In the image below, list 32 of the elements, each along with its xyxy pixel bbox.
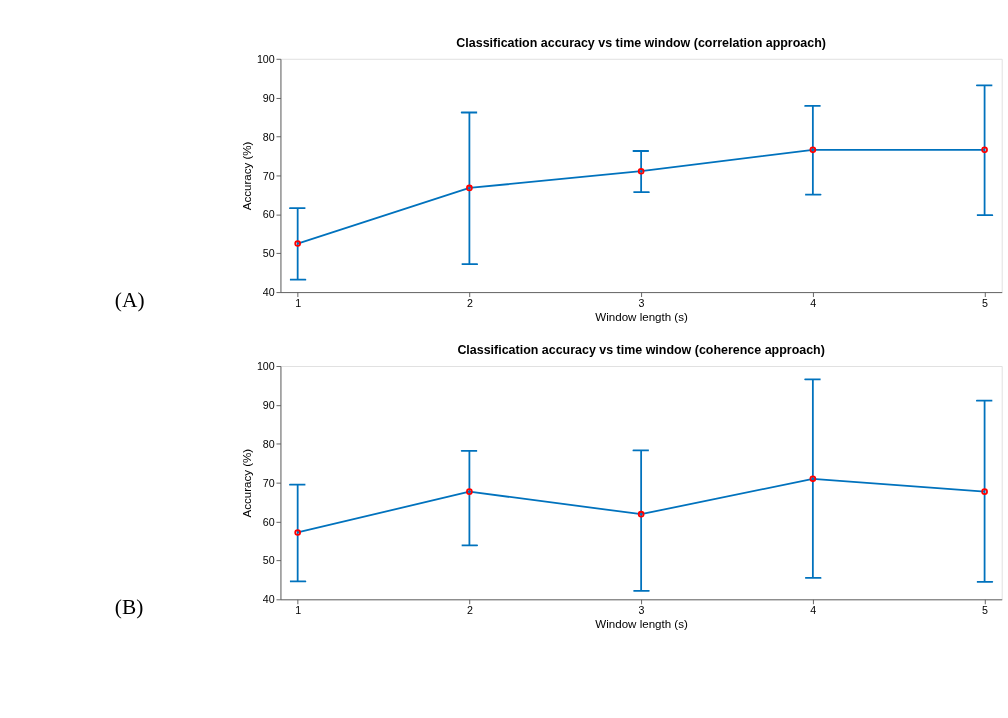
x-tick-label: 2 [466,296,473,309]
y-tick-label: 50 [262,247,275,260]
y-tick-label: 40 [262,593,275,606]
y-tick-label: 80 [262,130,275,143]
x-axis-title: Window length (s) [595,618,688,631]
y-tick-label: 70 [262,476,275,489]
y-tick-label: 60 [262,208,275,221]
chart-title: Classification accuracy vs time window (correlation approach) [456,36,826,51]
y-axis-title: Accuracy (%) [240,141,253,211]
x-tick-label: 2 [466,604,473,617]
x-axis-title: Window length (s) [595,311,688,324]
x-tick-label: 5 [982,604,989,617]
x-tick-label: 5 [982,296,989,309]
chart-title: Classification accuracy vs time window (coherence approach) [457,343,825,358]
y-tick-label: 80 [262,437,275,450]
x-tick-label: 4 [810,604,817,617]
y-tick-label: 90 [262,398,275,411]
x-tick-label: 1 [295,296,302,309]
text: (A) [114,288,145,313]
text: (B) [114,595,144,620]
x-tick-label: 4 [810,296,817,309]
x-tick-label: 3 [638,604,645,617]
y-tick-label: 50 [262,554,275,567]
y-tick-label: 40 [262,286,275,299]
y-tick-label: 70 [262,169,275,182]
y-tick-label: 60 [262,515,275,528]
y-tick-label: 100 [256,360,275,373]
x-tick-label: 3 [638,296,645,309]
y-tick-label: 100 [256,52,275,65]
y-tick-label: 90 [262,91,275,104]
y-axis-title: Accuracy (%) [240,448,253,518]
x-tick-label: 1 [295,604,302,617]
